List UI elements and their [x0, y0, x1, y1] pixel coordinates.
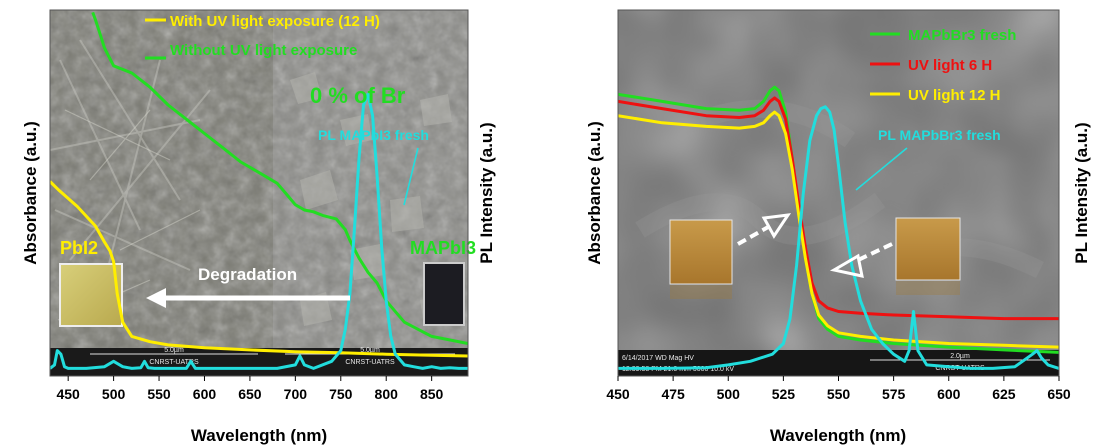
legend-label-uv12: With UV light exposure (12 H): [170, 13, 380, 30]
series-layer-panel2: [618, 85, 1059, 370]
sem-background-panel2: [618, 10, 1059, 376]
legend-label-no-uv: Without UV light exposure: [170, 42, 357, 59]
annotation-degradation: Degradation: [198, 265, 297, 284]
scalebar-label-panel2: 2.0µm: [950, 353, 970, 360]
y-axis-title-right-panel2: PL Intensity (a.u.): [1072, 122, 1091, 263]
film-photo-reflection-fresh: [670, 285, 732, 299]
x-tick-label: 600: [937, 386, 961, 402]
annotation-mapbi3: MAPbI3: [410, 238, 476, 258]
film-photo-degraded: [895, 217, 961, 281]
annotation-br-percent: 0 % of Br: [310, 83, 406, 108]
legend-label-uv6: UV light 6 H: [908, 57, 992, 74]
scalebar-label-left: 5.0µm: [164, 347, 184, 354]
sem-info-strip: 6/14/2017 WD Mag HV 12:39:58 PM 21.0 mm …: [618, 350, 1059, 376]
x-tick-label: 500: [102, 386, 126, 402]
scalebar-label-right: 5.0µm: [360, 347, 380, 354]
series-line-1-3: [50, 92, 468, 370]
panel-mapbbr3: 6/14/2017 WD Mag HV 12:39:58 PM 21.0 mm …: [585, 9, 1091, 445]
x-tick-label: 525: [772, 386, 796, 402]
x-tick-label: 475: [661, 386, 685, 402]
scalebar-sub-left: CNRST-UATRS: [149, 359, 199, 366]
x-tick-label: 450: [606, 386, 630, 402]
annotation-pl-mapbi3: PL MAPbI3 fresh: [318, 127, 429, 143]
x-axis-title-panel1: Wavelength (nm): [191, 426, 327, 445]
pl-pointer-line-panel2: [855, 147, 908, 191]
x-tick-label: 450: [56, 386, 80, 402]
x-tick-label: 650: [238, 386, 262, 402]
y-axis-title-right-panel1: PL Intensity (a.u.): [477, 122, 496, 263]
sem-background-right: [273, 10, 468, 376]
scalebar-sub-right: CNRST-UATRS: [345, 359, 395, 366]
annotation-pl-mapbbr3: PL MAPbBr3 fresh: [878, 127, 1001, 143]
series-line-2-2: [618, 96, 1059, 321]
legend-label-uv12: UV light 12 H: [908, 87, 1001, 104]
sem-info-line1: 6/14/2017 WD Mag HV: [622, 355, 694, 362]
dashed-arrow-left: [829, 242, 893, 278]
series-line-1-2: [91, 11, 468, 345]
x-tick-label: 575: [882, 386, 906, 402]
x-tick-label: 600: [193, 386, 217, 402]
mapbi3-film-photo: [423, 262, 465, 326]
x-ticks-panel2: 450 475 500 525 550 575 600 625 650: [606, 376, 1071, 402]
x-tick-label: 650: [1047, 386, 1071, 402]
sem-scalebar-strip: 5.0µm CNRST-UATRS 5.0µm CNRST-UATRS: [50, 347, 468, 376]
legend-panel2: MAPbBr3 fresh UV light 6 H UV light 12 H: [870, 27, 1016, 104]
x-tick-label: 625: [992, 386, 1016, 402]
series-line-2-4: [618, 105, 1059, 370]
pl-pointer-line: [403, 147, 419, 206]
degradation-arrow: [146, 288, 350, 308]
panel-mapbi3: 5.0µm CNRST-UATRS 5.0µm CNRST-UATRS Degr…: [21, 9, 496, 445]
x-tick-label: 750: [329, 386, 353, 402]
film-photo-reflection-degraded: [896, 281, 960, 295]
legend-panel1: With UV light exposure (12 H) Without UV…: [145, 13, 380, 60]
pbi2-film-photo: [59, 263, 123, 327]
legend-label-fresh: MAPbBr3 fresh: [908, 27, 1016, 44]
x-tick-label: 800: [375, 386, 399, 402]
x-axis-title-panel2: Wavelength (nm): [770, 426, 906, 445]
y-axis-title-left-panel1: Absorbance (a.u.): [21, 121, 40, 265]
plot-frame-panel1: [49, 9, 469, 377]
x-tick-label: 550: [827, 386, 851, 402]
x-ticks-panel1: 450 500 550 600 650 700 750 800 850: [56, 376, 444, 402]
series-layer-panel1: [50, 11, 468, 370]
dashed-arrow-right: [737, 213, 792, 246]
film-photo-fresh: [669, 219, 733, 285]
x-tick-label: 700: [284, 386, 308, 402]
x-tick-label: 850: [420, 386, 444, 402]
annotation-pbi2: PbI2: [60, 238, 98, 258]
x-tick-label: 500: [717, 386, 741, 402]
x-tick-label: 550: [147, 386, 171, 402]
y-axis-title-left-panel2: Absorbance (a.u.): [585, 121, 604, 265]
